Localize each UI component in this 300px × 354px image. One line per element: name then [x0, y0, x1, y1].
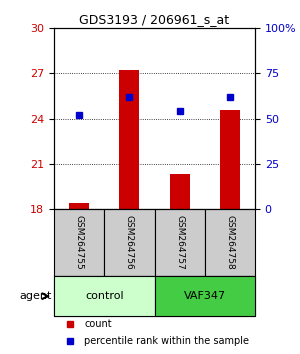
FancyBboxPatch shape — [154, 276, 255, 316]
Text: percentile rank within the sample: percentile rank within the sample — [84, 336, 249, 346]
Text: count: count — [84, 319, 112, 329]
FancyBboxPatch shape — [205, 209, 255, 276]
FancyBboxPatch shape — [54, 276, 154, 316]
Text: GSM264756: GSM264756 — [125, 215, 134, 270]
Text: VAF347: VAF347 — [184, 291, 226, 301]
Title: GDS3193 / 206961_s_at: GDS3193 / 206961_s_at — [80, 13, 230, 26]
FancyBboxPatch shape — [104, 209, 154, 276]
FancyBboxPatch shape — [54, 209, 104, 276]
Text: GSM264757: GSM264757 — [175, 215, 184, 270]
Text: GSM264758: GSM264758 — [225, 215, 234, 270]
Text: GSM264755: GSM264755 — [75, 215, 84, 270]
Bar — [169, 174, 190, 209]
Text: agent: agent — [19, 291, 52, 301]
Text: control: control — [85, 291, 124, 301]
Bar — [69, 203, 89, 209]
FancyBboxPatch shape — [54, 276, 255, 316]
FancyBboxPatch shape — [154, 209, 205, 276]
Bar — [119, 70, 140, 209]
Bar — [220, 109, 240, 209]
